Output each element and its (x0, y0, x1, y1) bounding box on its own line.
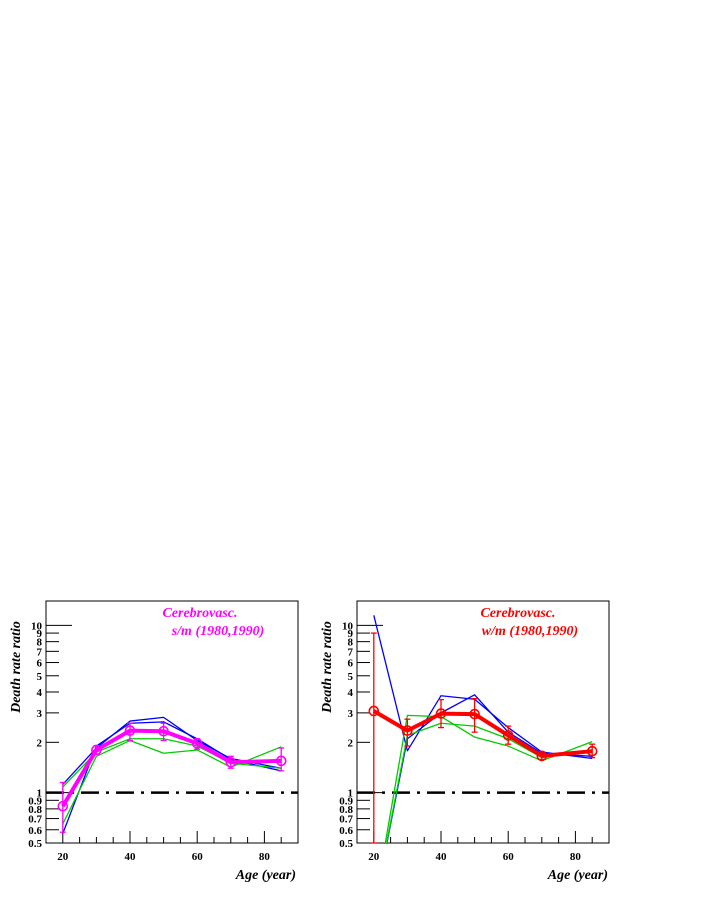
y-tick-label: 9 (37, 628, 43, 640)
x-axis-label: Age (year) (235, 868, 296, 883)
y-tick-label: 0.7 (28, 814, 42, 826)
data-point (536, 750, 548, 762)
data-point (91, 744, 102, 756)
x-tick-label: 80 (570, 851, 582, 863)
data-point (57, 800, 69, 812)
data-marks (46, 716, 298, 834)
y-tick-label: 5 (37, 671, 43, 683)
main-series-line (61, 728, 282, 808)
panel-title: Cerebrovasc. (162, 606, 237, 621)
data-point (368, 705, 380, 717)
y-tick-label: 8 (348, 637, 354, 649)
y-tick-label: 0.9 (28, 795, 42, 807)
y-tick-label: 5 (348, 671, 354, 683)
y-tick-label: 0.5 (339, 838, 353, 850)
y-tick-label: 2 (348, 737, 354, 749)
panel-subtitle: s/m (1980,1990) (171, 624, 265, 639)
y-tick-label: 0.9 (339, 795, 353, 807)
data-point (225, 756, 237, 768)
y-tick-label: 9 (348, 628, 354, 640)
x-tick-label: 40 (436, 851, 448, 863)
y-tick-label: 7 (37, 646, 43, 658)
y-tick-label: 1 (348, 788, 354, 800)
x-tick-label: 60 (192, 851, 204, 863)
series-line (62, 721, 282, 834)
y-tick-label: 3 (37, 708, 43, 720)
y-tick-label: 3 (348, 708, 354, 720)
y-tick-label: 0.5 (28, 838, 42, 850)
y-tick-label: 8 (37, 637, 43, 649)
panel-subtitle: w/m (1980,1990) (482, 624, 578, 639)
data-point (435, 708, 447, 719)
x-tick-label: 20 (57, 851, 69, 863)
data-point (586, 745, 598, 757)
y-axis-label: Death rate ratio (9, 621, 24, 714)
x-axis-label: Age (year) (547, 868, 608, 883)
plot-frame (356, 600, 610, 844)
axis-ticks (46, 624, 282, 844)
x-tick-label: 60 (503, 851, 515, 863)
y-tick-label: 6 (37, 658, 43, 670)
y-tick-label: 10 (342, 620, 354, 632)
data-marks (357, 615, 609, 844)
y-tick-label: 0.8 (339, 804, 353, 816)
y-tick-label: 4 (37, 687, 43, 699)
data-point (275, 755, 287, 767)
data-point (158, 725, 169, 737)
y-tick-label: 7 (348, 646, 354, 658)
data-point (124, 725, 136, 736)
y-tick-label: 0.8 (28, 804, 42, 816)
y-tick-label: 10 (31, 620, 43, 632)
data-point (191, 738, 203, 749)
x-tick-label: 20 (368, 851, 380, 863)
y-axis-label: Death rate ratio (320, 621, 335, 714)
y-tick-label: 0.6 (28, 825, 42, 837)
data-point (502, 730, 514, 741)
y-tick-label: 6 (348, 658, 354, 670)
panel-title: Cerebrovasc. (480, 606, 555, 621)
y-tick-label: 1 (37, 788, 43, 800)
y-tick-label: 0.6 (339, 825, 353, 837)
data-point (402, 725, 413, 736)
plot-frame (45, 600, 299, 844)
y-tick-label: 4 (348, 687, 354, 699)
y-tick-label: 2 (37, 737, 43, 749)
y-tick-label: 0.7 (339, 814, 353, 826)
data-point (469, 708, 480, 720)
x-tick-label: 40 (125, 851, 137, 863)
x-tick-label: 80 (259, 851, 271, 863)
